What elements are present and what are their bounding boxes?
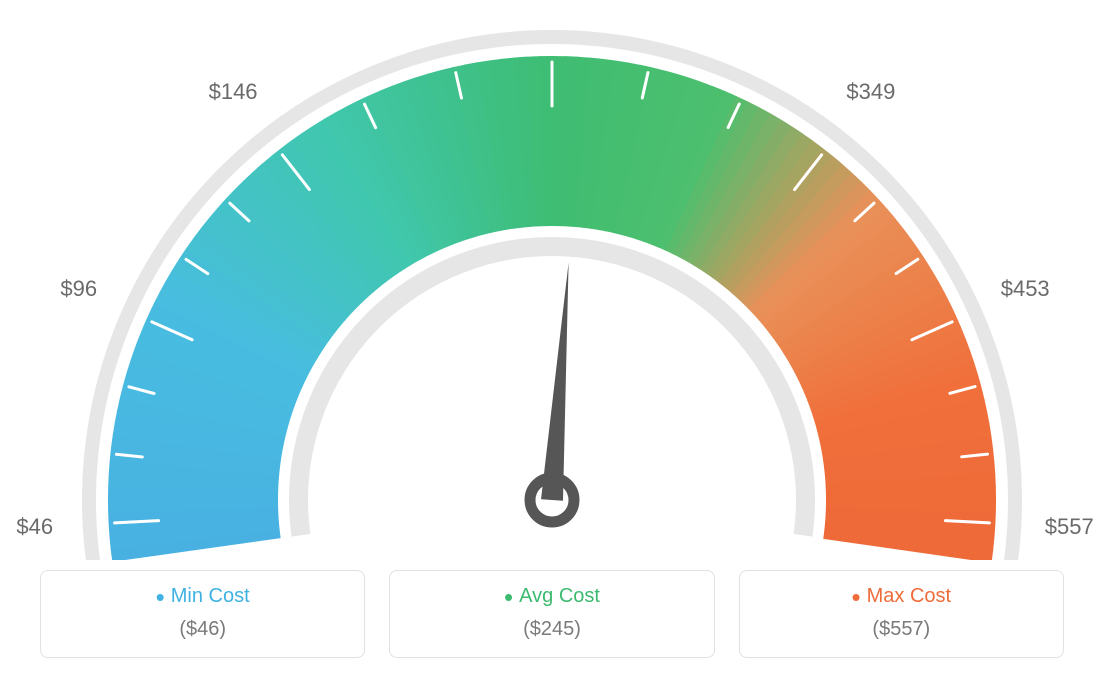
legend-card-avg: •Avg Cost ($245) <box>389 570 714 658</box>
legend-title-max: •Max Cost <box>740 585 1063 608</box>
gauge-tick-label: $146 <box>209 79 258 105</box>
gauge-tick-label: $453 <box>1001 276 1050 302</box>
dot-icon: • <box>852 582 861 612</box>
legend-card-min: •Min Cost ($46) <box>40 570 365 658</box>
gauge-tick-label: $557 <box>1045 514 1094 540</box>
legend-value-max-text: ($557) <box>740 618 1063 641</box>
legend-value-avg-text: ($245) <box>390 618 713 641</box>
legend-title-text: Avg Cost <box>519 585 600 607</box>
legend-card-max: •Max Cost ($557) <box>739 570 1064 658</box>
legend-title-min: •Min Cost <box>41 585 364 608</box>
gauge-tick-label: $349 <box>846 79 895 105</box>
gauge-tick-label: $96 <box>60 276 97 302</box>
legend-row: •Min Cost ($46) •Avg Cost ($245) •Max Co… <box>0 570 1104 658</box>
legend-title-text: Min Cost <box>171 585 250 607</box>
legend-title-text: Max Cost <box>867 585 951 607</box>
legend-value-min-text: ($46) <box>41 618 364 641</box>
gauge-tick-label: $46 <box>16 514 53 540</box>
legend-title-avg: •Avg Cost <box>390 585 713 608</box>
dot-icon: • <box>504 582 513 612</box>
dot-icon: • <box>156 582 165 612</box>
gauge-svg <box>0 0 1104 560</box>
gauge-chart: $46$96$146$245$349$453$557 <box>0 0 1104 560</box>
